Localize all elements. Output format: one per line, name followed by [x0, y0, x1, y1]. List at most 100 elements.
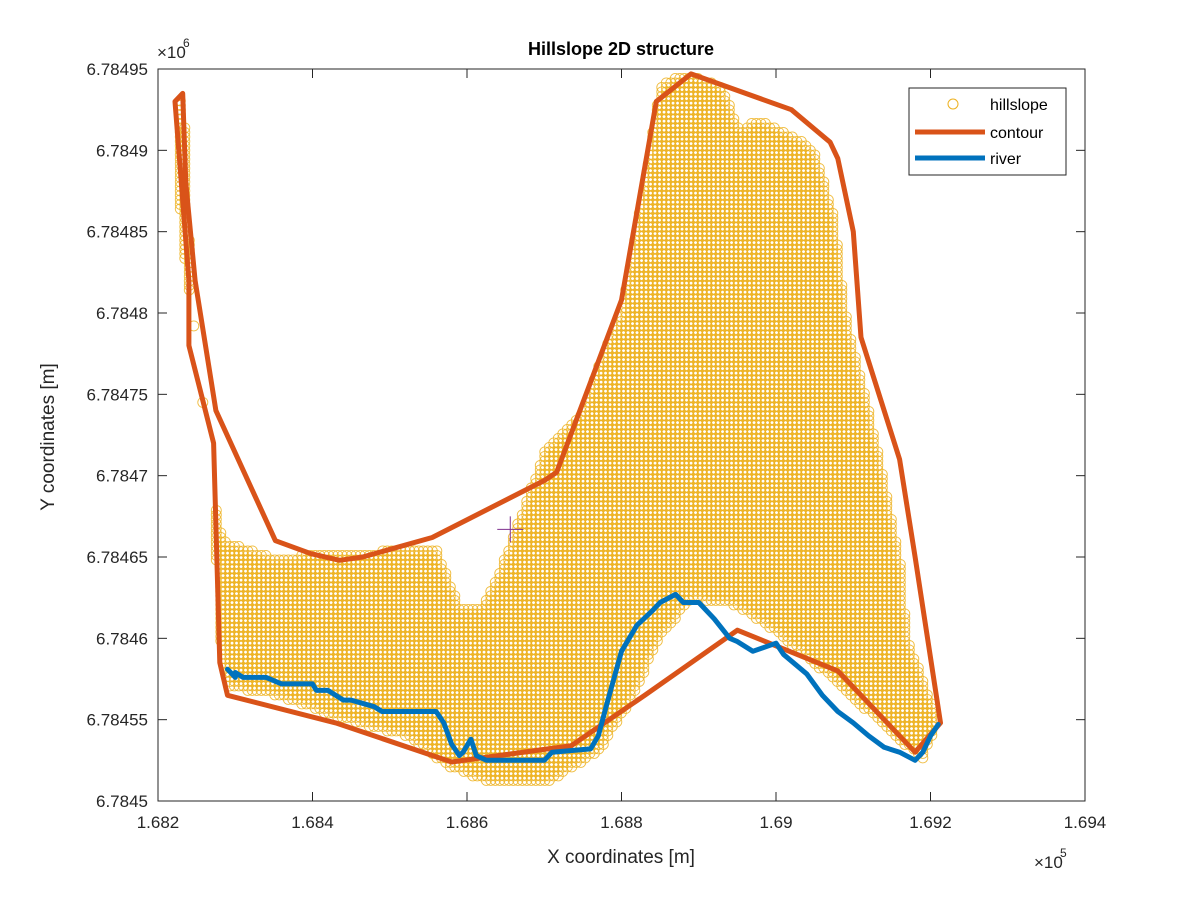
hillslope-point: [777, 212, 789, 224]
hillslope-point: [660, 225, 672, 237]
hillslope-point: [687, 90, 699, 102]
hillslope-point: [768, 234, 780, 246]
hillslope-point: [755, 171, 767, 183]
hillslope-point: [665, 257, 677, 269]
hillslope-point: [692, 230, 704, 242]
hillslope-point: [822, 194, 834, 206]
hillslope-point: [701, 225, 713, 237]
hillslope-point: [665, 243, 677, 255]
hillslope-point: [741, 153, 753, 165]
hillslope-point: [732, 221, 744, 233]
hillslope-point: [692, 162, 704, 174]
hillslope-point: [818, 221, 830, 233]
hillslope-point: [800, 252, 812, 264]
hillslope-point: [647, 171, 659, 183]
hillslope-point: [759, 162, 771, 174]
hillslope-point: [714, 234, 726, 246]
hillslope-point: [669, 207, 681, 219]
hillslope-point: [701, 81, 713, 93]
hillslope-point: [813, 243, 825, 255]
hillslope-point: [795, 248, 807, 260]
hillslope-point: [683, 144, 695, 156]
hillslope-point: [719, 122, 731, 134]
hillslope-point: [827, 212, 839, 224]
hillslope-point: [831, 261, 843, 273]
hillslope-point: [764, 194, 776, 206]
hillslope-point: [777, 230, 789, 242]
hillslope-point: [651, 158, 663, 170]
hillslope-point: [674, 230, 686, 242]
hillslope-point: [660, 140, 672, 152]
hillslope-point: [759, 234, 771, 246]
hillslope-point: [786, 194, 798, 206]
hillslope-point: [795, 207, 807, 219]
hillslope-point: [701, 126, 713, 138]
hillslope-point: [678, 122, 690, 134]
hillslope-point: [674, 90, 686, 102]
hillslope-point: [705, 225, 717, 237]
hillslope-point: [710, 243, 722, 255]
hillslope-point: [746, 243, 758, 255]
hillslope-point: [692, 261, 704, 273]
hillslope-point: [755, 167, 767, 179]
hillslope-point: [642, 212, 654, 224]
hillslope-point: [651, 252, 663, 264]
hillslope-point: [705, 149, 717, 161]
hillslope-point: [759, 131, 771, 143]
hillslope-point: [786, 207, 798, 219]
hillslope-point: [669, 185, 681, 197]
hillslope-point: [701, 207, 713, 219]
hillslope-point: [791, 216, 803, 228]
hillslope-point: [827, 248, 839, 260]
hillslope-point: [782, 189, 794, 201]
hillslope-point: [746, 180, 758, 192]
hillslope-point: [647, 216, 659, 228]
hillslope-point: [692, 140, 704, 152]
hillslope-point: [669, 149, 681, 161]
hillslope-point: [674, 86, 686, 98]
hillslope-point: [777, 158, 789, 170]
hillslope-point: [701, 117, 713, 129]
hillslope-point: [737, 189, 749, 201]
hillslope-point: [782, 239, 794, 251]
hillslope-point: [674, 77, 686, 89]
hillslope-point: [719, 198, 731, 210]
hillslope-point: [827, 243, 839, 255]
hillslope-point: [791, 225, 803, 237]
hillslope-point: [723, 252, 735, 264]
hillslope-point: [809, 207, 821, 219]
hillslope-point: [786, 248, 798, 260]
hillslope-point: [656, 198, 668, 210]
hillslope-point: [719, 108, 731, 120]
hillslope-point: [737, 221, 749, 233]
hillslope-point: [741, 221, 753, 233]
hillslope-point: [804, 243, 816, 255]
hillslope-point: [687, 149, 699, 161]
hillslope-point: [737, 180, 749, 192]
hillslope-point: [710, 248, 722, 260]
hillslope-point: [755, 203, 767, 215]
hillslope-point: [728, 225, 740, 237]
hillslope-point: [813, 261, 825, 273]
hillslope-point: [804, 221, 816, 233]
hillslope-point: [705, 176, 717, 188]
hillslope-point: [674, 198, 686, 210]
hillslope-point: [714, 216, 726, 228]
hillslope-point: [809, 212, 821, 224]
hillslope-point: [737, 126, 749, 138]
hillslope-point: [804, 207, 816, 219]
hillslope-point: [665, 140, 677, 152]
hillslope-point: [669, 99, 681, 111]
hillslope-point: [665, 261, 677, 273]
hillslope-point: [822, 198, 834, 210]
hillslope-point: [755, 135, 767, 147]
hillslope-point: [737, 252, 749, 264]
hillslope-point: [656, 203, 668, 215]
hillslope-point: [701, 203, 713, 215]
hillslope-point: [660, 234, 672, 246]
hillslope-point: [651, 153, 663, 165]
hillslope-point: [755, 257, 767, 269]
hillslope-point: [723, 216, 735, 228]
hillslope-point: [692, 225, 704, 237]
